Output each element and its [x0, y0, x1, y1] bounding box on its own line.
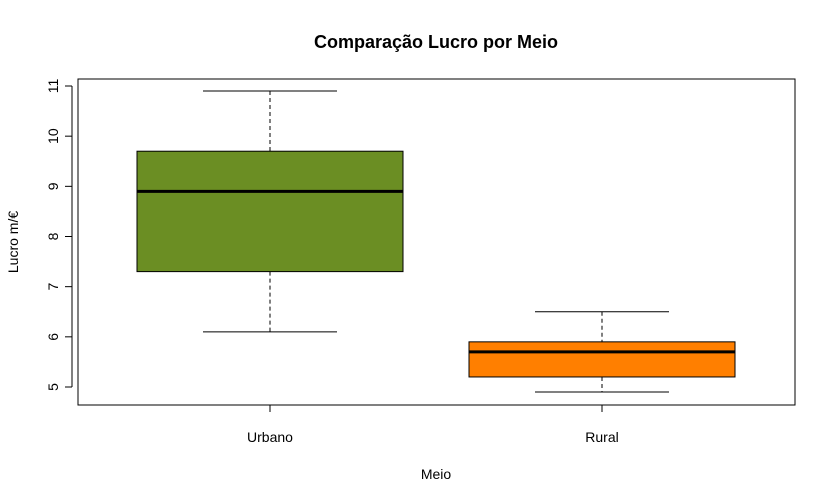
y-tick-label: 9 [45, 182, 61, 190]
x-tick-label: Urbano [247, 429, 293, 445]
y-tick-label: 7 [45, 283, 61, 291]
x-tick-label: Rural [585, 429, 618, 445]
x-axis-label: Meio [421, 466, 452, 482]
iqr-box [468, 341, 736, 378]
y-tick-label: 10 [45, 128, 61, 144]
chart-title: Comparação Lucro por Meio [314, 32, 558, 52]
box-rural [468, 311, 736, 393]
y-tick-label: 11 [45, 79, 61, 94]
x-axis: Urbano Rural [247, 405, 619, 445]
boxes-group [136, 90, 736, 393]
y-axis: 5 6 7 8 9 10 11 [45, 79, 73, 391]
y-tick-label: 6 [45, 333, 61, 341]
box-urbano [136, 90, 404, 333]
y-tick-label: 8 [45, 232, 61, 240]
plot-frame [77, 78, 796, 406]
y-axis-label: Lucro m/€ [5, 211, 21, 273]
iqr-box [136, 150, 404, 273]
y-tick-label: 5 [45, 383, 61, 391]
